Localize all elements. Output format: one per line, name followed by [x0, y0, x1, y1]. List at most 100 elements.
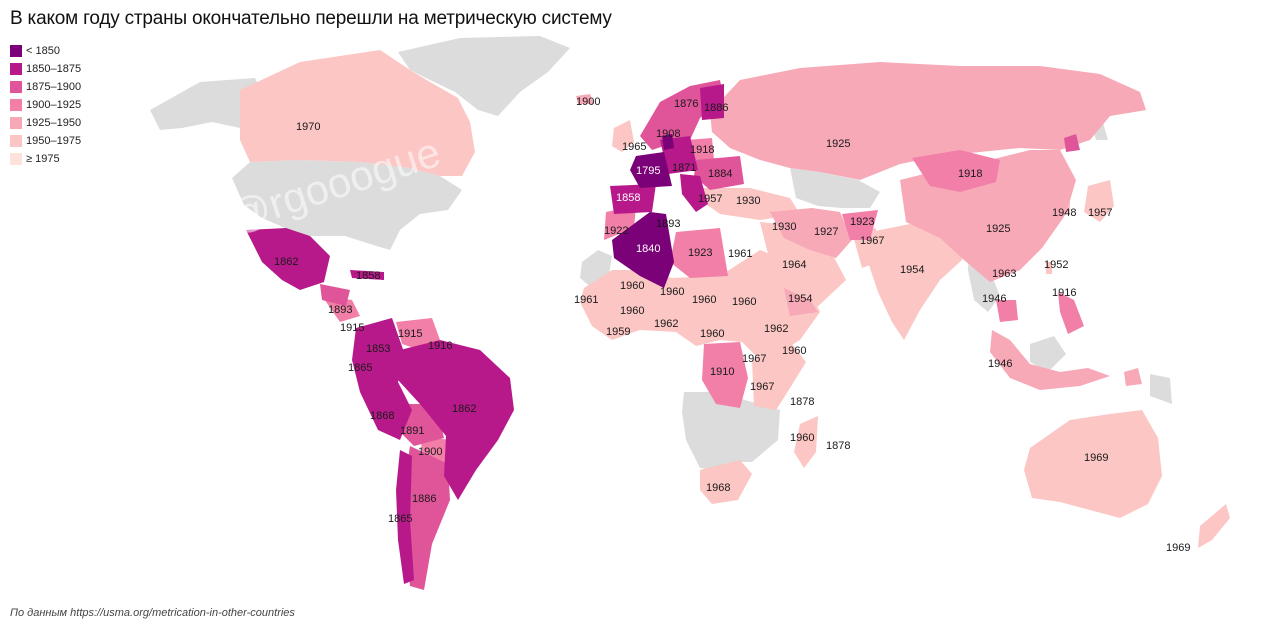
- label-south-africa: 1968: [706, 482, 730, 494]
- legend-swatch: [10, 45, 22, 57]
- legend-swatch: [10, 99, 22, 111]
- region-mongolia-edge: [1064, 134, 1080, 152]
- region-afghanistan: [842, 210, 878, 240]
- region-colombia-peru: [352, 318, 412, 440]
- label-indonesia: 1946: [988, 358, 1012, 370]
- region-new-zealand: [1198, 504, 1230, 548]
- label-svalbard: 1900: [576, 96, 600, 108]
- label-niger: 1960: [692, 294, 716, 306]
- label-mongolia: 1918: [958, 168, 982, 180]
- region-morocco: [604, 206, 636, 240]
- legend-label: 1875–1900: [26, 81, 82, 93]
- label-pakistan: 1967: [860, 235, 884, 247]
- region-ukraine-balkans: [694, 156, 744, 190]
- label-italy: 1893: [656, 218, 680, 230]
- label-australia: 1969: [1084, 452, 1108, 464]
- label-india: 1954: [900, 264, 924, 276]
- label-greece: 1957: [698, 193, 722, 205]
- legend-label: 1950–1975: [26, 135, 82, 147]
- region-chile: [396, 450, 414, 584]
- region-taiwan: [1046, 262, 1052, 274]
- label-russia: 1925: [826, 138, 850, 150]
- legend-label: < 1850: [26, 45, 60, 57]
- label-bolivia: 1891: [400, 425, 424, 437]
- region-greenland: [398, 36, 570, 116]
- label-taiwan: 1952: [1044, 259, 1068, 271]
- label-madagascar: 1960: [790, 432, 814, 444]
- label-new-zealand: 1969: [1166, 542, 1190, 554]
- region-thailand: [996, 300, 1018, 322]
- label-mali: 1960: [660, 286, 684, 298]
- label-morocco: 1922: [604, 225, 628, 237]
- region-southern-africa: [682, 392, 780, 470]
- region-russia: [710, 62, 1146, 180]
- label-congo: 1910: [710, 366, 734, 378]
- region-panama-ca: [322, 296, 360, 322]
- label-peru: 1868: [370, 410, 394, 422]
- label-philippines: 1916: [1052, 287, 1076, 299]
- label-mauritania: 1960: [620, 280, 644, 292]
- label-chile: 1865: [388, 513, 412, 525]
- label-japan: 1957: [1088, 207, 1112, 219]
- legend-label: 1900–1925: [26, 99, 82, 111]
- label-chad: 1960: [732, 296, 756, 308]
- label-spain: 1858: [616, 192, 640, 204]
- region-italy: [680, 174, 708, 212]
- region-cuba: [350, 270, 384, 280]
- legend-label: ≥ 1975: [26, 153, 60, 165]
- region-usa: [232, 160, 462, 250]
- label-ecuador: 1865: [348, 362, 372, 374]
- label-seychelles: 1878: [790, 396, 814, 408]
- region-venezuela: [396, 318, 440, 350]
- band-1900-1925: [322, 138, 1084, 470]
- label-honduras: 1893: [328, 304, 352, 316]
- label-guyana: 1916: [428, 340, 452, 352]
- page-title: В каком году страны окончательно перешли…: [10, 8, 612, 29]
- label-norway: 1876: [674, 98, 698, 110]
- legend-swatch: [10, 81, 22, 93]
- label-saudi: 1964: [782, 259, 806, 271]
- label-argentina: 1886: [412, 493, 436, 505]
- region-india: [868, 222, 962, 340]
- label-france: 1795: [636, 165, 660, 177]
- region-borneo: [1030, 336, 1066, 372]
- region-australia: [1024, 410, 1162, 518]
- source-note: По данным https://usma.org/metrication-i…: [10, 607, 295, 619]
- label-iraq: 1930: [772, 221, 796, 233]
- label-cuba: 1858: [356, 270, 380, 282]
- label-guinea: 1959: [606, 326, 630, 338]
- legend-label: 1850–1875: [26, 63, 82, 75]
- legend-item-lt1850: < 1850: [10, 42, 81, 60]
- region-brazil: [398, 340, 514, 500]
- label-uk: 1965: [622, 141, 646, 153]
- legend-item-1875-1900: 1875–1900: [10, 78, 81, 96]
- legend-swatch: [10, 117, 22, 129]
- region-alaska: [150, 78, 262, 130]
- label-korea: 1948: [1052, 207, 1076, 219]
- legend-item-ge1975: ≥ 1975: [10, 150, 81, 168]
- region-libya: [670, 228, 728, 278]
- region-png: [1150, 374, 1172, 404]
- region-yemen-arabia: [784, 288, 818, 316]
- region-spain: [610, 184, 656, 214]
- label-iran: 1927: [814, 226, 838, 238]
- label-venezuela: 1915: [398, 328, 422, 340]
- legend-item-1950-1975: 1950–1975: [10, 132, 81, 150]
- legend-item-1925-1950: 1925–1950: [10, 114, 81, 132]
- label-libya: 1923: [688, 247, 712, 259]
- label-canada: 1970: [296, 121, 320, 133]
- label-china: 1925: [986, 223, 1010, 235]
- region-east-africa: [752, 344, 806, 410]
- label-panama: 1915: [340, 322, 364, 334]
- label-poland: 1918: [690, 144, 714, 156]
- label-ethiopia: 1962: [764, 323, 788, 335]
- label-germany: 1871: [672, 162, 696, 174]
- label-mauritius: 1878: [826, 440, 850, 452]
- band-1850-1875: [246, 84, 724, 584]
- label-mexico: 1862: [274, 256, 298, 268]
- region-canada: [240, 50, 475, 176]
- label-burma: 1963: [992, 268, 1016, 280]
- label-algeria: 1840: [636, 243, 660, 255]
- region-svalbard: [576, 94, 594, 104]
